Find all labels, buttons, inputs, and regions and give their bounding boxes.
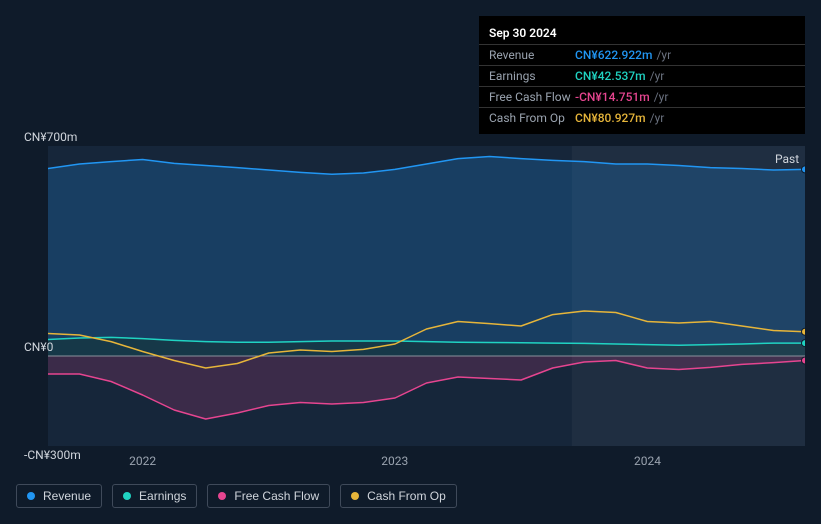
- tooltip-suffix: /yr: [650, 111, 665, 125]
- legend-label: Revenue: [43, 489, 91, 503]
- circle-icon: [218, 492, 226, 500]
- circle-icon: [27, 492, 35, 500]
- tooltip-label: Cash From Op: [489, 111, 575, 125]
- legend-item-earnings[interactable]: Earnings: [112, 484, 197, 508]
- legend-item-revenue[interactable]: Revenue: [16, 484, 102, 508]
- tooltip-suffix: /yr: [656, 48, 671, 62]
- circle-icon: [123, 492, 131, 500]
- legend-item-cfo[interactable]: Cash From Op: [340, 484, 457, 508]
- tooltip-label: Earnings: [489, 69, 575, 83]
- chart-plot-area[interactable]: [48, 146, 805, 446]
- legend-item-fcf[interactable]: Free Cash Flow: [207, 484, 330, 508]
- financials-chart: Sep 30 2024 Revenue CN¥622.922m /yr Earn…: [16, 16, 805, 508]
- tooltip-row-revenue: Revenue CN¥622.922m /yr: [479, 45, 805, 66]
- x-axis-tick-label: 2023: [381, 454, 408, 468]
- tooltip-suffix: /yr: [650, 69, 665, 83]
- y-axis-tick-label: -CN¥300m: [24, 448, 81, 462]
- y-axis-tick-label: CN¥0: [24, 340, 53, 354]
- tooltip-value: CN¥42.537m: [575, 69, 646, 83]
- chart-tooltip: Sep 30 2024 Revenue CN¥622.922m /yr Earn…: [479, 16, 805, 134]
- tooltip-value: CN¥80.927m: [575, 111, 646, 125]
- tooltip-row-cfo: Cash From Op CN¥80.927m /yr: [479, 108, 805, 128]
- tooltip-row-earnings: Earnings CN¥42.537m /yr: [479, 66, 805, 87]
- past-label: Past: [775, 152, 799, 166]
- tooltip-suffix: /yr: [654, 90, 669, 104]
- tooltip-value: -CN¥14.751m: [575, 90, 650, 104]
- circle-icon: [351, 492, 359, 500]
- legend-label: Earnings: [139, 489, 186, 503]
- tooltip-label: Revenue: [489, 48, 575, 62]
- legend-label: Free Cash Flow: [234, 489, 319, 503]
- tooltip-label: Free Cash Flow: [489, 90, 575, 104]
- tooltip-date: Sep 30 2024: [479, 22, 805, 45]
- chart-legend: Revenue Earnings Free Cash Flow Cash Fro…: [16, 484, 457, 508]
- x-axis-tick-label: 2022: [129, 454, 156, 468]
- legend-label: Cash From Op: [367, 489, 446, 503]
- tooltip-row-fcf: Free Cash Flow -CN¥14.751m /yr: [479, 87, 805, 108]
- x-axis-tick-label: 2024: [634, 454, 661, 468]
- tooltip-value: CN¥622.922m: [575, 48, 652, 62]
- y-axis-tick-label: CN¥700m: [24, 130, 77, 144]
